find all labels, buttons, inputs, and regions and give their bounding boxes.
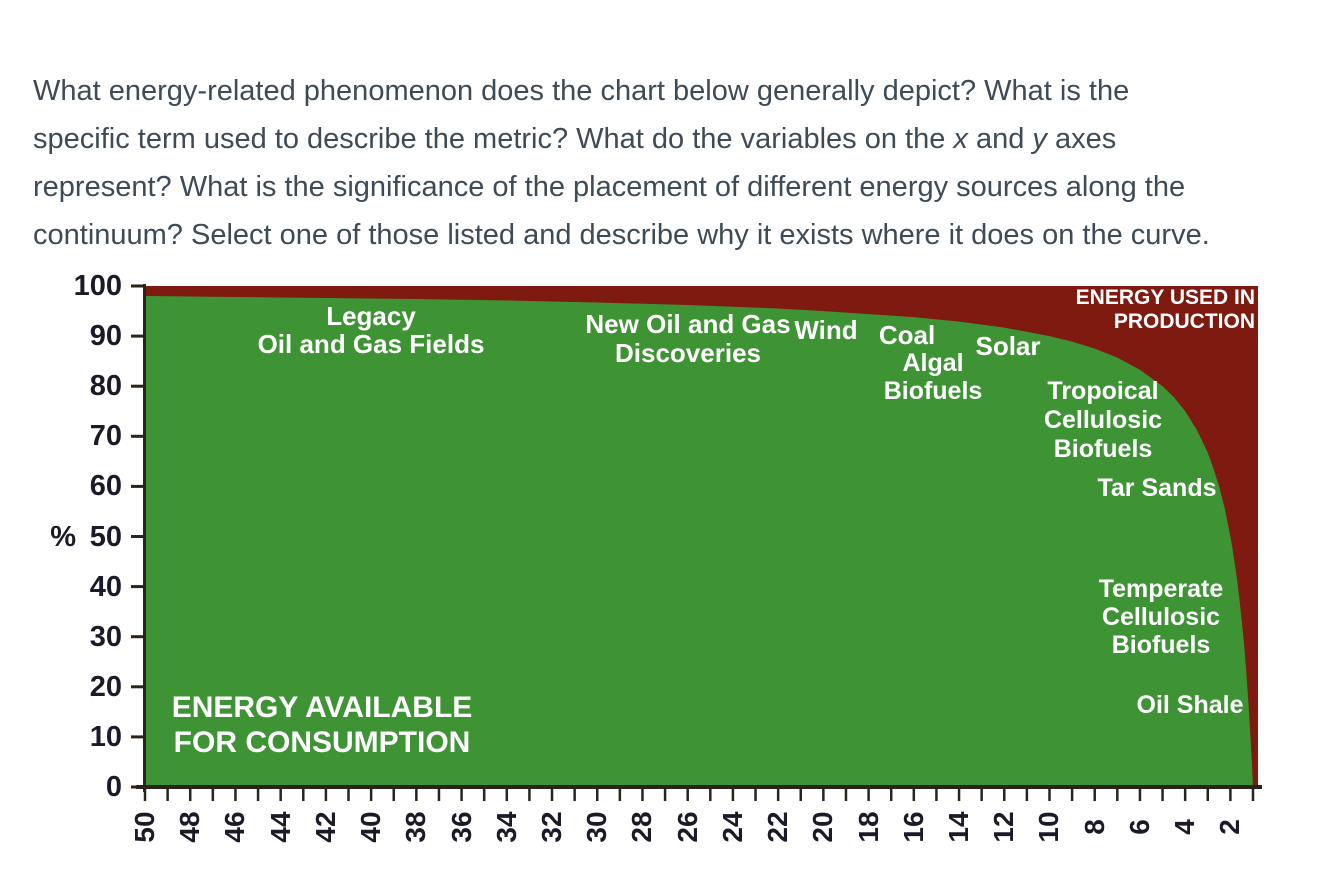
label-solar-line: Solar [975,331,1041,361]
x-axis-label-22: 22 [762,811,794,843]
x-axis-label-50: 50 [129,811,160,843]
x-axis-label-6: 6 [1123,819,1155,835]
y-axis-label-50: 50 [89,520,122,553]
label-temperate-cellulosic-biofuels-line: Biofuels [1111,631,1211,659]
question-line-3: represent? What is the significance of t… [33,171,1186,203]
x-axis-label-46: 46 [219,811,251,843]
label-new-oil-gas-line: New Oil and Gas [585,308,791,339]
label-wind: Wind [566,316,1086,344]
x-axis-label-28: 28 [626,811,658,843]
label-tar-sands-line: Tar Sands [1097,474,1217,502]
label-oil-shale-line: Oil Shale [1136,691,1244,719]
y-axis-line [143,284,146,792]
x-axis-label-34: 34 [490,811,522,843]
x-axis-label-48: 48 [174,811,206,843]
x-axis-label-2: 2 [1214,819,1246,835]
x-axis-label-20: 20 [807,811,839,843]
x-axis-label-36: 36 [445,811,477,843]
question-line-2: specific term used to describe the metri… [33,123,1117,155]
label-energy-used: ENERGY USED IN PRODUCTION [735,286,1255,334]
question-text: What energy-related phenomenon does the … [33,67,1333,259]
label-legacy-oil-gas-line: Oil and Gas Fields [257,329,485,359]
label-temperate-cellulosic-biofuels-line: Temperate [1098,575,1224,603]
y-axis-label-30: 30 [89,620,122,653]
y-axis-label-90: 90 [89,320,122,353]
label-oil-shale: Oil Shale [930,691,1344,719]
y-axis-label-10: 10 [89,720,122,753]
y-variable: y [1032,123,1047,155]
label-legacy-oil-gas-line: Legacy [326,301,416,331]
label-tropical-cellulosic-biofuels-line: Cellulosic [1043,405,1163,434]
x-axis-label-14: 14 [943,811,975,843]
label-tropical-cellulosic-biofuels: Tropoical Cellulosic Biofuels [843,377,1344,464]
label-tropical-cellulosic-biofuels-line: Biofuels [1053,434,1153,463]
x-axis-label-38: 38 [400,811,432,843]
x-axis-label-26: 26 [671,811,703,843]
label-temperate-cellulosic-biofuels-line: Cellulosic [1101,603,1221,631]
x-axis-label-16: 16 [897,811,929,843]
y-axis-label-60: 60 [89,470,122,503]
y-axis-label-70: 70 [89,420,122,453]
label-legacy-oil-gas: Legacy Oil and Gas Fields [111,302,631,358]
label-energy-available: ENERGY AVAILABLE FOR CONSUMPTION [62,690,582,760]
label-coal-line: Coal [878,320,936,350]
label-tar-sands: Tar Sands [897,474,1344,502]
y-axis-label-40: 40 [89,570,122,603]
x-axis-label-40: 40 [355,811,387,843]
y-axis-label-0: 0 [105,771,122,803]
x-axis-label-42: 42 [309,811,341,843]
x-axis-label-18: 18 [852,811,884,843]
label-energy-used-line: ENERGY USED IN [1075,286,1255,309]
x-axis-label-32: 32 [536,811,568,843]
label-coal: Coal [647,321,1167,349]
y-axis-label-100: 100 [73,270,122,302]
label-energy-available-line: ENERGY AVAILABLE [171,690,473,724]
label-algal-biofuels-line: Algal [902,349,964,377]
label-new-oil-gas: New Oil and Gas Discoveries [428,308,948,368]
x-axis-label-8: 8 [1078,819,1110,835]
question-line-4: continuum? Select one of those listed an… [33,219,1210,251]
label-wind-line: Wind [794,315,858,345]
label-algal-biofuels: Algal Biofuels [673,349,1193,405]
x-variable: x [953,123,968,155]
x-axis-label-10: 10 [1033,811,1065,843]
x-axis-label-12: 12 [988,811,1020,843]
label-algal-biofuels-line: Biofuels [883,377,983,405]
label-tropical-cellulosic-biofuels-line: Tropoical [1047,376,1159,405]
question-line-1: What energy-related phenomenon does the … [33,75,1130,107]
x-axis-line [136,785,1262,789]
y-axis-label-80: 80 [89,370,122,403]
label-energy-used-line: PRODUCTION [1113,310,1255,333]
label-temperate-cellulosic-biofuels: Temperate Cellulosic Biofuels [901,575,1344,659]
label-energy-available-line: FOR CONSUMPTION [173,725,471,759]
y-axis-title: % [50,520,76,553]
x-axis-label-4: 4 [1169,819,1201,835]
label-new-oil-gas-line: Discoveries [615,337,761,368]
x-axis-label-24: 24 [716,811,748,843]
x-axis-label-30: 30 [581,811,613,843]
energy-available-area [145,296,1253,787]
x-axis-label-44: 44 [264,811,296,843]
label-solar: Solar [748,332,1268,360]
y-axis-label-20: 20 [89,670,122,703]
